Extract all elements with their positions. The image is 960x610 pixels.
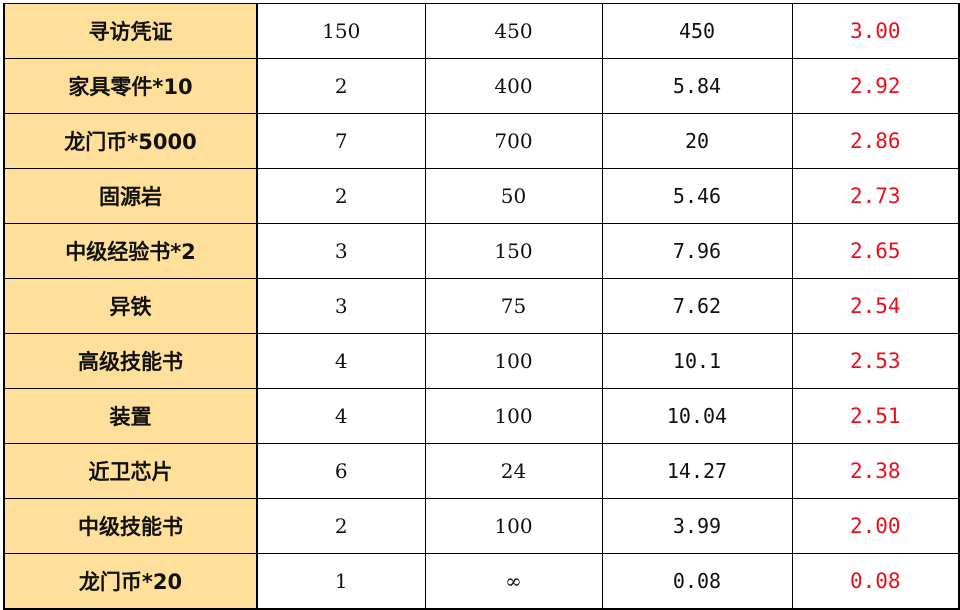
ratio-cell: 2.92 (791, 58, 960, 114)
value-cell: 20 (601, 113, 793, 169)
table-row: 近卫芯片 6 24 14.27 2.38 (3, 443, 960, 499)
item-value-table: 寻访凭证 150 450 450 3.00 家具零件*10 2 400 5.84 2.92 龙门币*… (3, 3, 960, 610)
ratio-cell: 2.65 (791, 223, 960, 279)
limit-cell: 450 (424, 3, 603, 59)
table-row: 中级技能书 2 100 3.99 2.00 (3, 498, 960, 554)
value-cell: 7.96 (601, 223, 793, 279)
value-cell: 7.62 (601, 278, 793, 334)
value-cell: 14.27 (601, 443, 793, 499)
cost-cell: 3 (256, 223, 426, 279)
limit-cell: 400 (424, 58, 603, 114)
ratio-cell: 2.86 (791, 113, 960, 169)
limit-cell: 100 (424, 333, 603, 389)
value-cell: 5.84 (601, 58, 793, 114)
item-name-cell: 寻访凭证 (3, 3, 258, 59)
table-row: 家具零件*10 2 400 5.84 2.92 (3, 58, 960, 114)
table-row: 中级经验书*2 3 150 7.96 2.65 (3, 223, 960, 279)
item-name-cell: 龙门币*20 (3, 553, 258, 610)
cost-cell: 1 (256, 553, 426, 610)
item-name-cell: 中级技能书 (3, 498, 258, 554)
ratio-cell: 3.00 (791, 3, 960, 59)
item-name-cell: 装置 (3, 388, 258, 444)
item-name-cell: 高级技能书 (3, 333, 258, 389)
cost-cell: 6 (256, 443, 426, 499)
item-name-cell: 龙门币*5000 (3, 113, 258, 169)
limit-cell: 100 (424, 498, 603, 554)
value-cell: 5.46 (601, 168, 793, 224)
ratio-cell: 2.38 (791, 443, 960, 499)
cost-cell: 2 (256, 58, 426, 114)
table-row: 寻访凭证 150 450 450 3.00 (3, 3, 960, 59)
table-row: 龙门币*20 1 ∞ 0.08 0.08 (3, 553, 960, 610)
ratio-cell: 0.08 (791, 553, 960, 610)
cost-cell: 4 (256, 388, 426, 444)
table-row: 异铁 3 75 7.62 2.54 (3, 278, 960, 334)
item-name-cell: 异铁 (3, 278, 258, 334)
ratio-cell: 2.00 (791, 498, 960, 554)
cost-cell: 2 (256, 168, 426, 224)
value-cell: 0.08 (601, 553, 793, 610)
table-row: 龙门币*5000 7 700 20 2.86 (3, 113, 960, 169)
limit-cell: ∞ (424, 553, 603, 610)
value-cell: 3.99 (601, 498, 793, 554)
limit-cell: 24 (424, 443, 603, 499)
ratio-cell: 2.73 (791, 168, 960, 224)
table-row: 装置 4 100 10.04 2.51 (3, 388, 960, 444)
cost-cell: 7 (256, 113, 426, 169)
limit-cell: 150 (424, 223, 603, 279)
limit-cell: 100 (424, 388, 603, 444)
ratio-cell: 2.51 (791, 388, 960, 444)
cost-cell: 2 (256, 498, 426, 554)
value-cell: 450 (601, 3, 793, 59)
cost-cell: 150 (256, 3, 426, 59)
table-row: 高级技能书 4 100 10.1 2.53 (3, 333, 960, 389)
cost-cell: 4 (256, 333, 426, 389)
item-name-cell: 固源岩 (3, 168, 258, 224)
item-name-cell: 中级经验书*2 (3, 223, 258, 279)
item-name-cell: 家具零件*10 (3, 58, 258, 114)
limit-cell: 700 (424, 113, 603, 169)
cost-cell: 3 (256, 278, 426, 334)
value-cell: 10.1 (601, 333, 793, 389)
limit-cell: 75 (424, 278, 603, 334)
ratio-cell: 2.53 (791, 333, 960, 389)
item-name-cell: 近卫芯片 (3, 443, 258, 499)
table-row: 固源岩 2 50 5.46 2.73 (3, 168, 960, 224)
limit-cell: 50 (424, 168, 603, 224)
ratio-cell: 2.54 (791, 278, 960, 334)
value-cell: 10.04 (601, 388, 793, 444)
